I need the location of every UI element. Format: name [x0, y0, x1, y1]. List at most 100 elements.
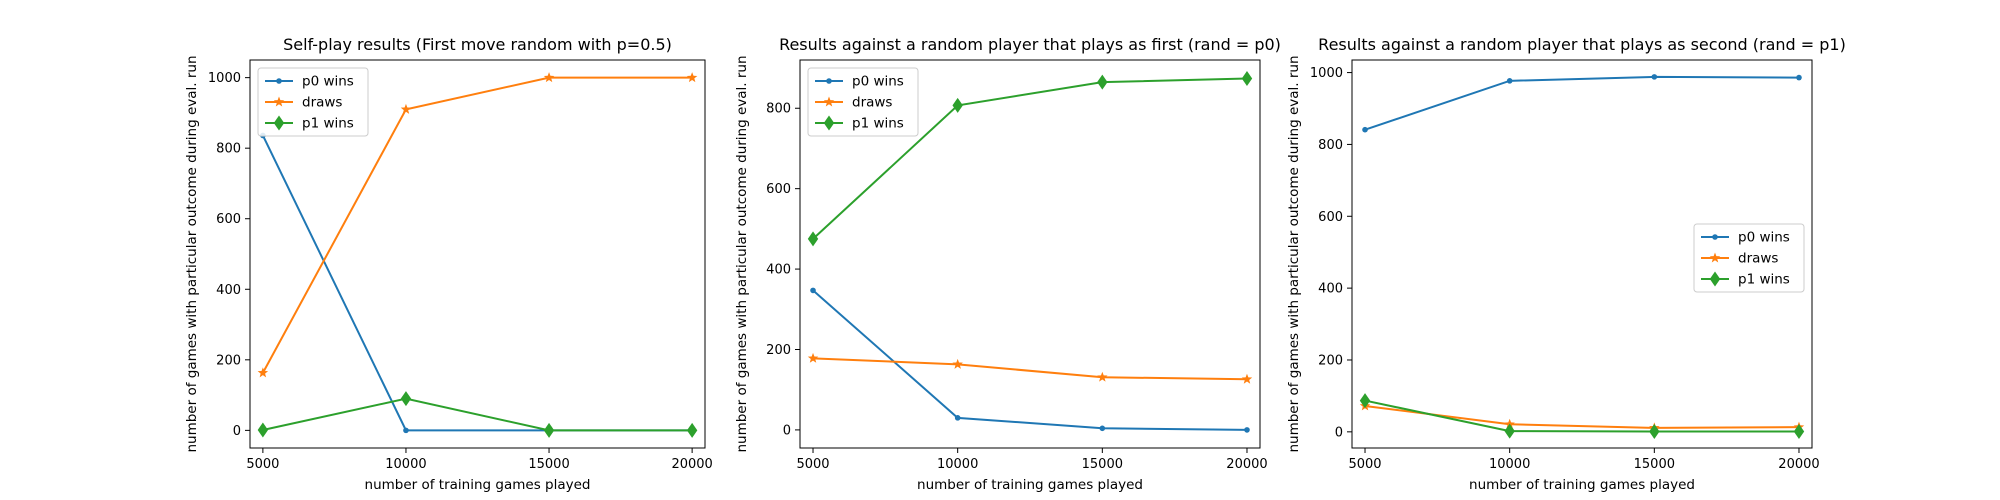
y-axis-label: number of games with particular outcome … — [184, 55, 200, 452]
plot-frame — [799, 59, 1261, 449]
series-line-p0-wins — [812, 289, 1247, 431]
data-point — [1359, 393, 1371, 409]
chart-1: Self-play results (First move random wit… — [184, 35, 713, 493]
y-tick-label: 400 — [766, 263, 791, 278]
data-point — [257, 367, 269, 378]
x-axis-label: number of training games played — [1469, 477, 1695, 493]
legend-marker — [276, 78, 282, 84]
legend-label: p0 wins — [1738, 230, 1790, 246]
y-tick-label: 1000 — [1310, 66, 1343, 81]
data-point — [1097, 74, 1108, 90]
legend-marker — [1709, 252, 1721, 263]
data-point — [810, 287, 816, 294]
y-tick-label: 400 — [1318, 282, 1343, 297]
legend-marker — [823, 115, 835, 131]
data-point — [1244, 427, 1250, 433]
data-point — [807, 231, 819, 247]
plot-frame — [1351, 59, 1813, 449]
chart-title: Self-play results (First move random wit… — [283, 35, 672, 54]
legend-label: draws — [1738, 251, 1778, 267]
legend-label: p1 wins — [302, 116, 354, 132]
x-tick-label: 20000 — [1226, 457, 1267, 472]
x-tick-label: 15000 — [1082, 457, 1123, 472]
y-tick-label: 600 — [1318, 210, 1343, 225]
x-tick-label: 10000 — [937, 457, 978, 472]
chart-title: Results against a random player that pla… — [1318, 35, 1846, 54]
y-tick-label: 600 — [766, 182, 791, 197]
x-tick-label: 10000 — [1489, 457, 1530, 472]
series-line-draws — [262, 76, 693, 374]
y-tick-label: 800 — [766, 102, 791, 117]
series-line-p1-wins — [1364, 399, 1799, 433]
series-line-draws — [812, 357, 1247, 381]
legend-marker — [1709, 271, 1721, 287]
y-axis-label: number of games with particular outcome … — [1286, 55, 1302, 452]
x-tick-label: 10000 — [385, 457, 426, 472]
data-point — [1651, 74, 1658, 80]
series-line-p0-wins — [261, 135, 693, 432]
data-point — [1506, 78, 1513, 84]
chart-title: Results against a random player that pla… — [779, 35, 1281, 54]
legend-box — [807, 67, 919, 137]
legend-box — [257, 67, 369, 137]
data-point — [1241, 70, 1253, 86]
data-point — [400, 391, 412, 407]
x-tick-label: 5000 — [1348, 457, 1381, 472]
data-point — [954, 415, 961, 421]
data-point — [257, 422, 269, 438]
legend-label: p1 wins — [1738, 272, 1790, 288]
chart-2: Results against a random player that pla… — [734, 35, 1281, 493]
legend-marker — [1712, 234, 1718, 240]
x-tick-label: 20000 — [1778, 457, 1819, 472]
series-line-p1-wins — [812, 77, 1248, 240]
data-point — [1362, 126, 1368, 133]
series-line-p1-wins — [262, 397, 693, 432]
legend-marker — [826, 78, 832, 84]
y-tick-label: 600 — [216, 212, 241, 227]
y-tick-label: 800 — [216, 142, 241, 157]
data-point — [686, 72, 698, 83]
x-tick-label: 5000 — [246, 457, 279, 472]
data-point — [400, 103, 412, 114]
legend-label: draws — [852, 95, 892, 111]
legend-marker — [273, 96, 285, 107]
legend-label: p0 wins — [302, 74, 354, 90]
legend-marker — [823, 96, 835, 107]
chart-3: Results against a random player that pla… — [1286, 35, 1846, 493]
y-tick-label: 200 — [1318, 353, 1343, 368]
legend-label: p1 wins — [852, 116, 904, 132]
legend: p0 wins draws p1 wins — [807, 67, 919, 137]
y-tick-label: 0 — [1335, 425, 1343, 440]
data-point — [686, 422, 698, 438]
y-axis-label: number of games with particular outcome … — [734, 55, 750, 452]
series-line-p0-wins — [1364, 75, 1799, 131]
x-axis-label: number of training games played — [917, 477, 1143, 493]
legend: p0 wins draws p1 wins — [257, 67, 369, 137]
data-point — [543, 72, 555, 83]
data-point — [543, 422, 555, 438]
x-tick-label: 15000 — [528, 457, 569, 472]
data-point — [403, 427, 409, 434]
data-point — [952, 358, 963, 369]
data-point — [952, 97, 963, 113]
y-tick-label: 200 — [216, 353, 241, 368]
y-tick-label: 800 — [1318, 138, 1343, 153]
y-tick-label: 1000 — [208, 71, 241, 86]
data-point — [1793, 423, 1805, 439]
legend: p0 wins draws p1 wins — [1693, 223, 1805, 293]
data-point — [1099, 425, 1106, 432]
x-tick-label: 15000 — [1634, 457, 1675, 472]
y-tick-label: 0 — [233, 424, 241, 439]
legend-marker — [273, 115, 285, 131]
data-point — [1241, 373, 1253, 384]
data-point — [1504, 423, 1515, 439]
legend-label: p0 wins — [852, 74, 904, 90]
y-tick-label: 200 — [766, 343, 791, 358]
x-tick-label: 5000 — [796, 457, 829, 472]
series-line-draws — [1364, 404, 1799, 429]
plot-frame — [249, 59, 706, 449]
y-tick-label: 400 — [216, 283, 241, 298]
data-point — [1796, 74, 1802, 81]
legend-box — [1693, 223, 1805, 293]
legend-label: draws — [302, 95, 342, 111]
